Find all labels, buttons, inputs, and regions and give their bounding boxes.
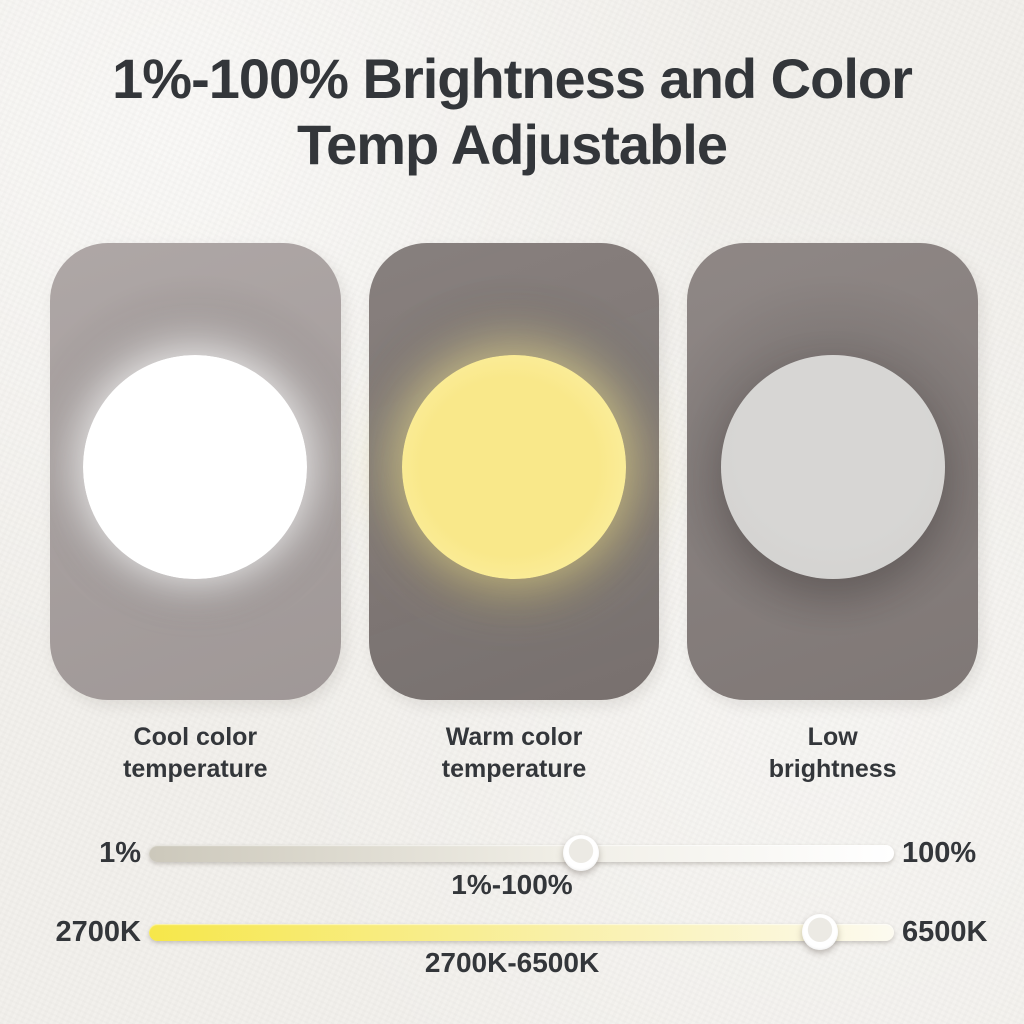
panel-cool-color-temperature xyxy=(50,243,341,700)
brightness-min-label: 1% xyxy=(99,836,141,869)
brightness-max-label: 100% xyxy=(902,836,977,869)
color-temp-slider-track[interactable] xyxy=(149,914,894,950)
color-temp-range-label: 2700K-6500K xyxy=(424,947,600,978)
brightness-slider-track[interactable] xyxy=(149,835,894,871)
caption-low-brightness: Low brightness xyxy=(687,722,978,785)
color-temp-slider-row: 2700K 6500K xyxy=(45,914,998,950)
caption-line: Warm color xyxy=(445,723,583,751)
color-temp-slider-knob[interactable] xyxy=(801,914,838,950)
caption-cool-color-temperature: Cool color temperature xyxy=(50,722,341,785)
caption-line: Low xyxy=(807,723,858,751)
lighting-demo-panels xyxy=(50,243,979,700)
lamp-cool-white-light xyxy=(83,355,308,579)
caption-line: Cool color xyxy=(133,723,258,751)
lamp-warm-yellow-light xyxy=(402,355,626,579)
page-title-line1: 1%-100% Brightness and Color xyxy=(112,47,913,110)
color-temp-max-label: 6500K xyxy=(902,915,988,948)
page-title-line2: Temp Adjustable xyxy=(297,112,728,176)
brightness-slider-row: 1% 100% xyxy=(45,835,998,871)
caption-line: brightness xyxy=(768,754,897,783)
lamp-dim-light xyxy=(720,355,945,579)
caption-warm-color-temperature: Warm color temperature xyxy=(369,722,660,785)
caption-line: temperature xyxy=(123,754,268,783)
panel-low-brightness xyxy=(687,243,979,700)
caption-line: temperature xyxy=(441,754,587,783)
color-temp-min-label: 2700K xyxy=(55,915,141,948)
brightness-slider-knob[interactable] xyxy=(563,835,600,871)
panel-warm-color-temperature xyxy=(368,243,660,700)
page-title: 1%-100% Brightness and Color Temp Adjust… xyxy=(0,46,1024,177)
panel-captions: Cool color temperature Warm color temper… xyxy=(50,722,978,785)
brightness-range-label: 1%-100% xyxy=(451,869,573,900)
